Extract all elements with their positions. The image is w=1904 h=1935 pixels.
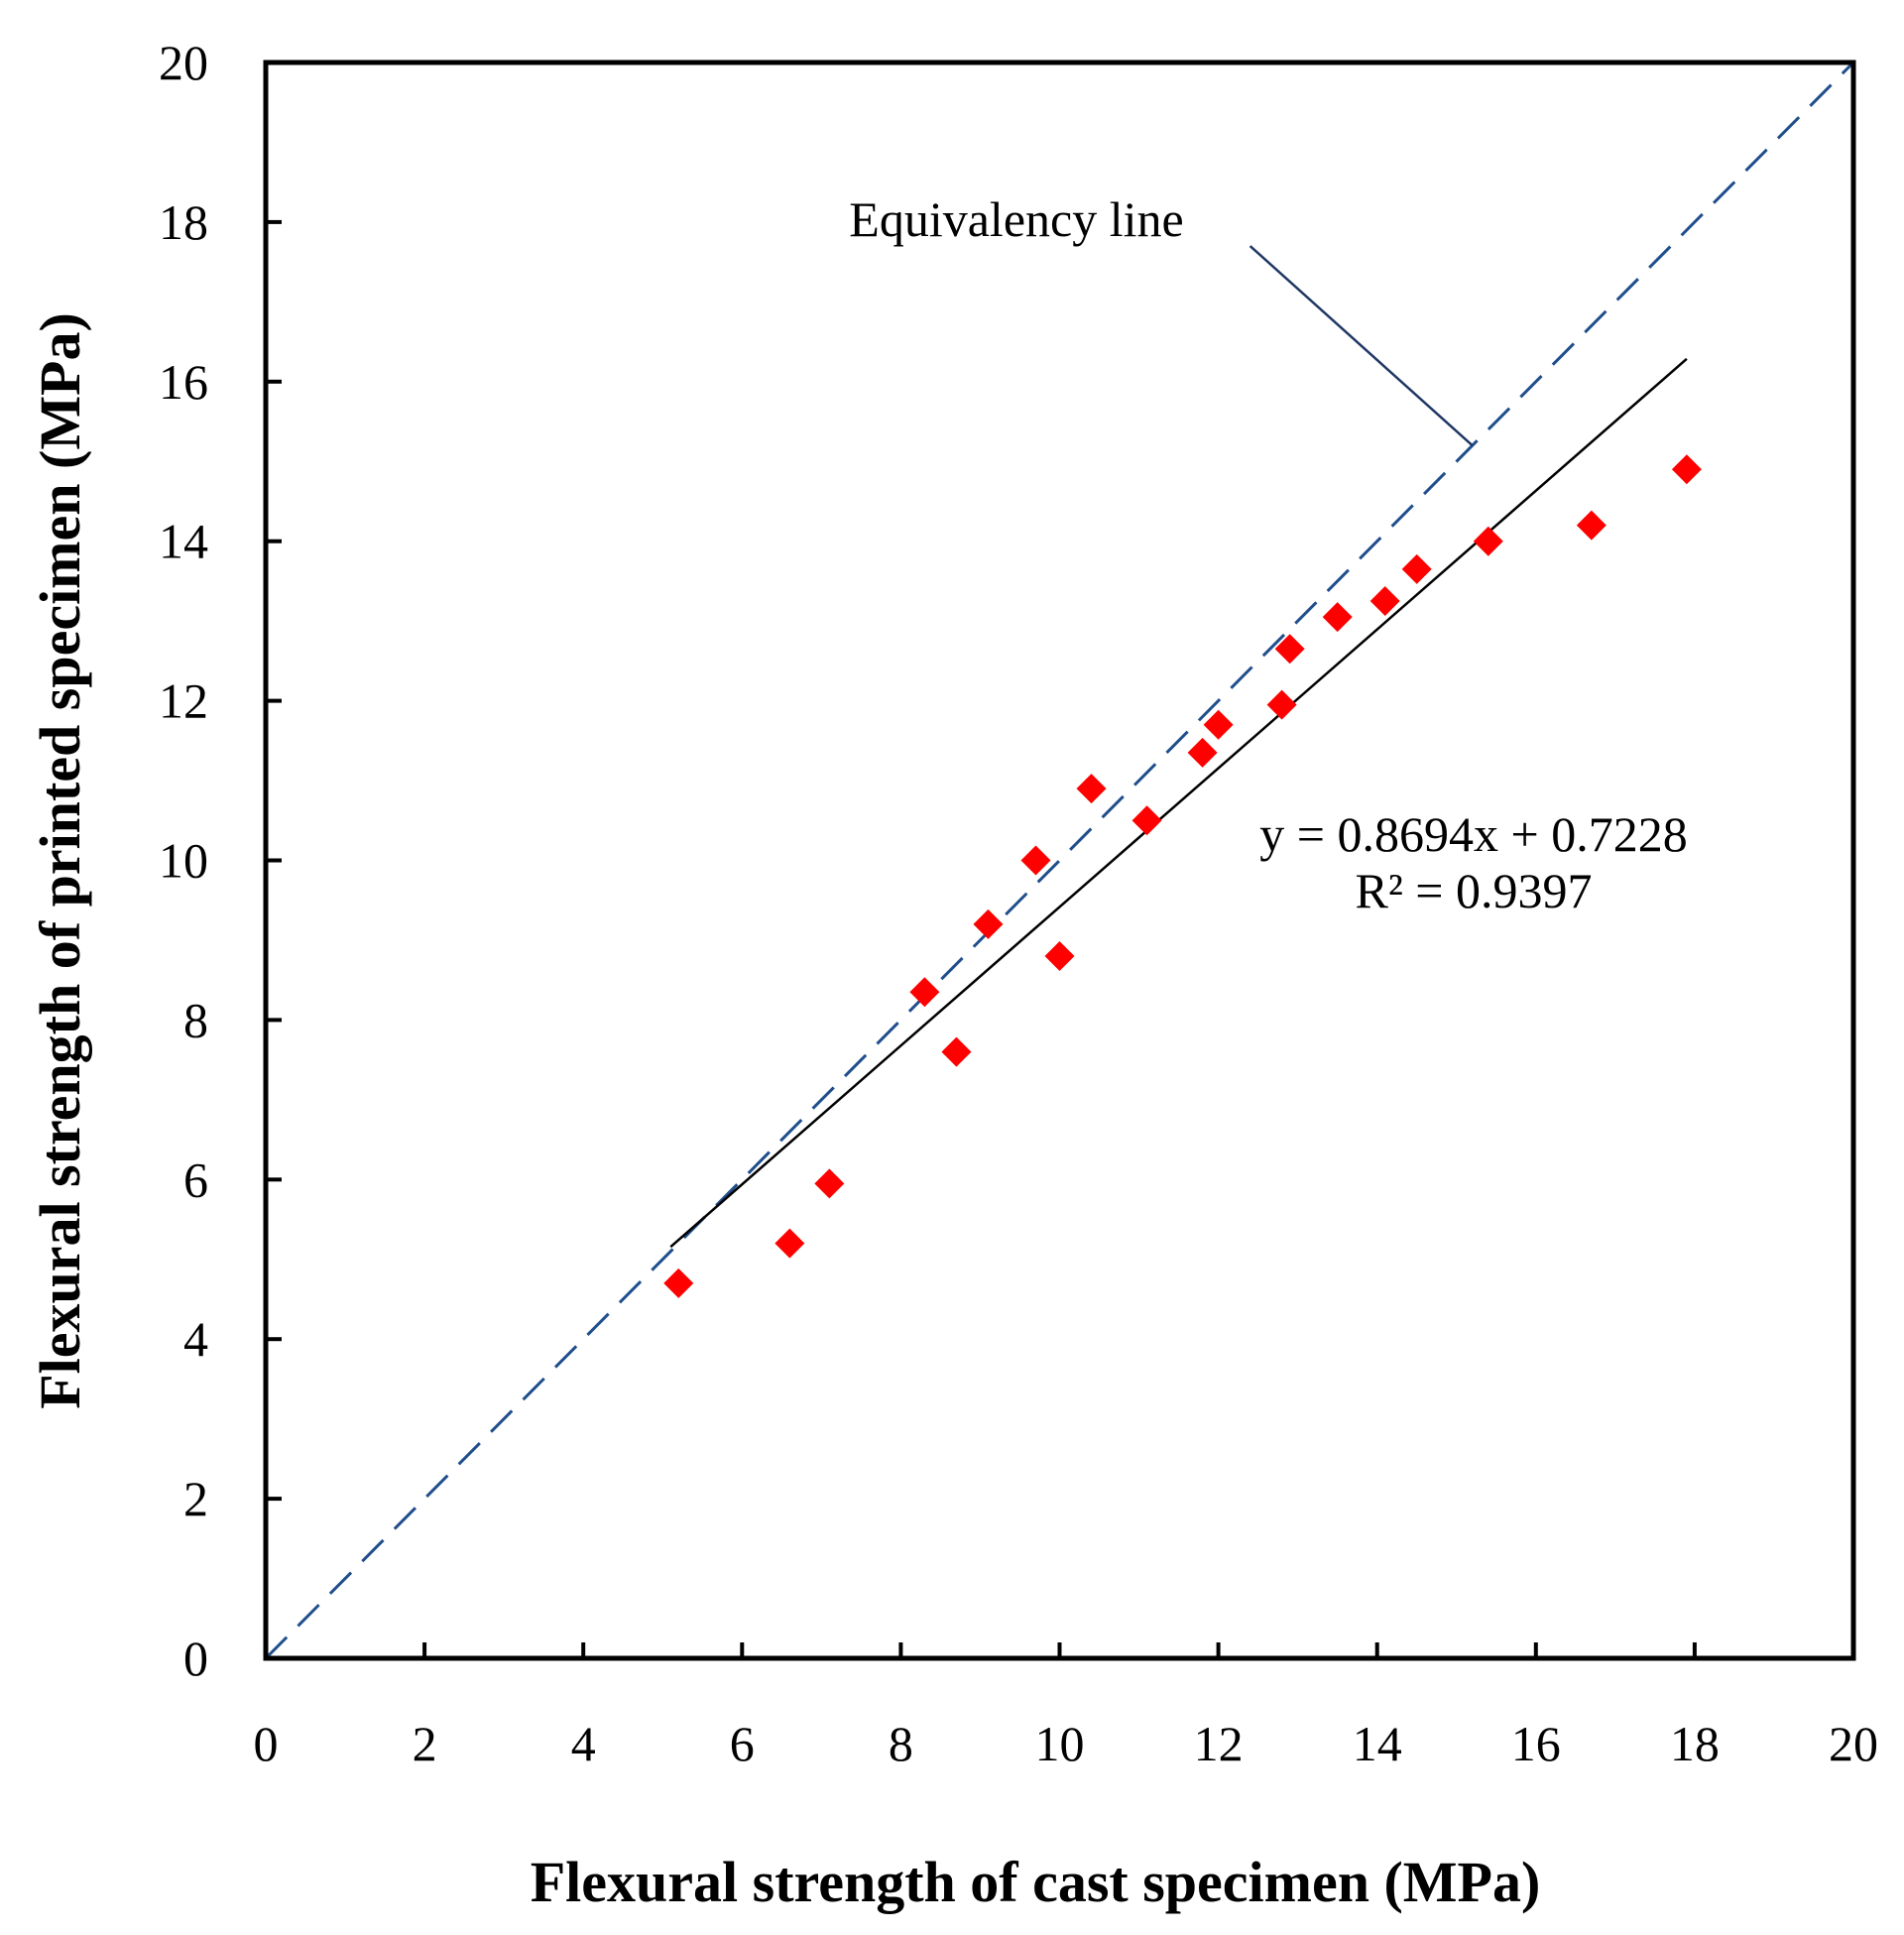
data-point (973, 908, 1004, 939)
x-tick-label: 14 (1353, 1716, 1402, 1771)
data-point (1020, 845, 1051, 876)
y-tick-label: 4 (183, 1311, 208, 1367)
data-point (1076, 774, 1107, 804)
data-point (1576, 510, 1606, 541)
x-tick-label: 6 (730, 1716, 755, 1771)
y-tick-label: 12 (159, 673, 208, 729)
x-tick-label: 20 (1829, 1716, 1878, 1771)
x-axis-title: Flexural strength of cast specimen (MPa) (531, 1850, 1541, 1914)
trendline-r2-label: R² = 0.9397 (1355, 863, 1592, 918)
data-point (1044, 941, 1075, 972)
y-tick-label: 2 (183, 1471, 208, 1526)
data-point (1369, 586, 1400, 617)
y-tick-label: 14 (159, 514, 208, 569)
data-point (941, 1036, 972, 1067)
equivalency-line-label: Equivalency line (849, 191, 1183, 247)
x-tick-label: 2 (413, 1716, 437, 1771)
x-tick-label: 16 (1511, 1716, 1561, 1771)
y-tick-label: 0 (183, 1631, 208, 1686)
x-tick-label: 12 (1194, 1716, 1244, 1771)
data-point (774, 1228, 805, 1259)
x-tick-label: 8 (889, 1716, 913, 1771)
marks-layer (264, 60, 1855, 1660)
data-point (1322, 602, 1353, 633)
y-tick-label: 16 (159, 354, 208, 410)
data-point (1131, 805, 1162, 836)
ticks-layer: 0 2 4 6 8 10 12 14 16 18 20 0 2 4 6 8 10 12 14 16 18 20 (159, 35, 1878, 1771)
y-tick-label: 20 (159, 35, 208, 90)
y-tick-label: 10 (159, 833, 208, 889)
data-point (814, 1168, 845, 1199)
x-tick-label: 4 (571, 1716, 596, 1771)
data-point (909, 977, 940, 1008)
data-point (1473, 526, 1503, 556)
data-point (1274, 634, 1305, 665)
trendline (669, 357, 1688, 1249)
equivalency-line (264, 60, 1855, 1660)
data-point (663, 1268, 694, 1298)
data-point (1187, 737, 1218, 768)
y-axis-title: Flexural strength of printed specimen (M… (28, 312, 92, 1409)
x-tick-label: 10 (1035, 1716, 1085, 1771)
equivalency-label-pointer (1249, 245, 1474, 447)
data-point (1203, 709, 1234, 740)
y-tick-label: 8 (183, 992, 208, 1047)
x-tick-label: 18 (1670, 1716, 1720, 1771)
x-tick-label: 0 (254, 1716, 279, 1771)
data-point (1266, 689, 1297, 720)
y-tick-label: 6 (183, 1151, 208, 1207)
trendline-equation-label: y = 0.8694x + 0.7228 (1259, 806, 1687, 862)
y-tick-label: 18 (159, 194, 208, 250)
data-point (1401, 553, 1432, 584)
data-point (1671, 454, 1702, 485)
